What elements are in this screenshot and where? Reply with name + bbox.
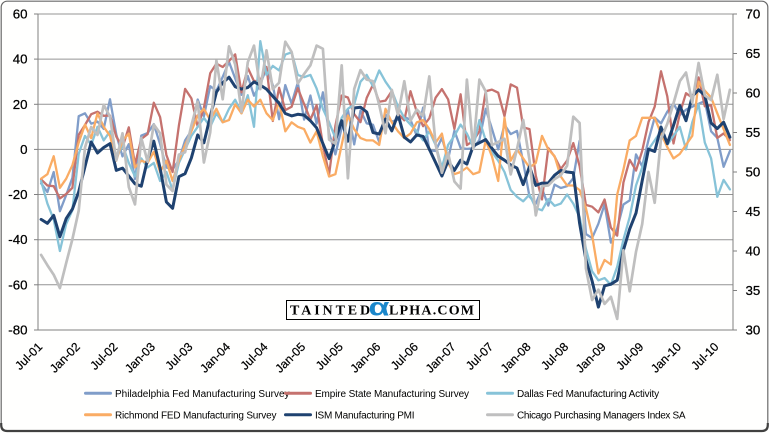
svg-text:45: 45 [746, 204, 761, 219]
svg-text:-80: -80 [8, 323, 27, 338]
svg-text:60: 60 [746, 86, 761, 101]
svg-text:α: α [369, 294, 391, 322]
svg-text:ISM Manufacturing PMI: ISM Manufacturing PMI [315, 410, 414, 421]
svg-text:40: 40 [13, 52, 28, 67]
svg-text:-40: -40 [8, 232, 27, 247]
svg-text:35: 35 [746, 283, 761, 298]
svg-text:Empire State Manufacturing Sur: Empire State Manufacturing Survey [315, 389, 469, 400]
svg-text:65: 65 [746, 46, 761, 61]
svg-text:50: 50 [746, 165, 761, 180]
svg-text:-20: -20 [8, 187, 27, 202]
svg-text:LPHA.COM: LPHA.COM [389, 304, 475, 319]
svg-text:TAINTED: TAINTED [290, 304, 373, 319]
svg-text:Richmond FED Manufacturing Sur: Richmond FED Manufacturing Survey [115, 410, 276, 421]
svg-text:Philadelphia Fed Manufacturing: Philadelphia Fed Manufacturing Survey [115, 389, 290, 400]
svg-text:0: 0 [20, 142, 27, 157]
svg-text:60: 60 [13, 7, 28, 22]
svg-text:70: 70 [746, 7, 761, 22]
svg-text:55: 55 [746, 125, 761, 140]
svg-text:40: 40 [746, 244, 761, 259]
svg-text:20: 20 [13, 97, 28, 112]
svg-text:Chicago Purchasing Managers In: Chicago Purchasing Managers Index SA [517, 410, 686, 421]
svg-text:30: 30 [746, 323, 761, 338]
svg-text:Dallas Fed Manufacturing Activ: Dallas Fed Manufacturing Activity [517, 389, 659, 400]
svg-text:-60: -60 [8, 277, 27, 292]
